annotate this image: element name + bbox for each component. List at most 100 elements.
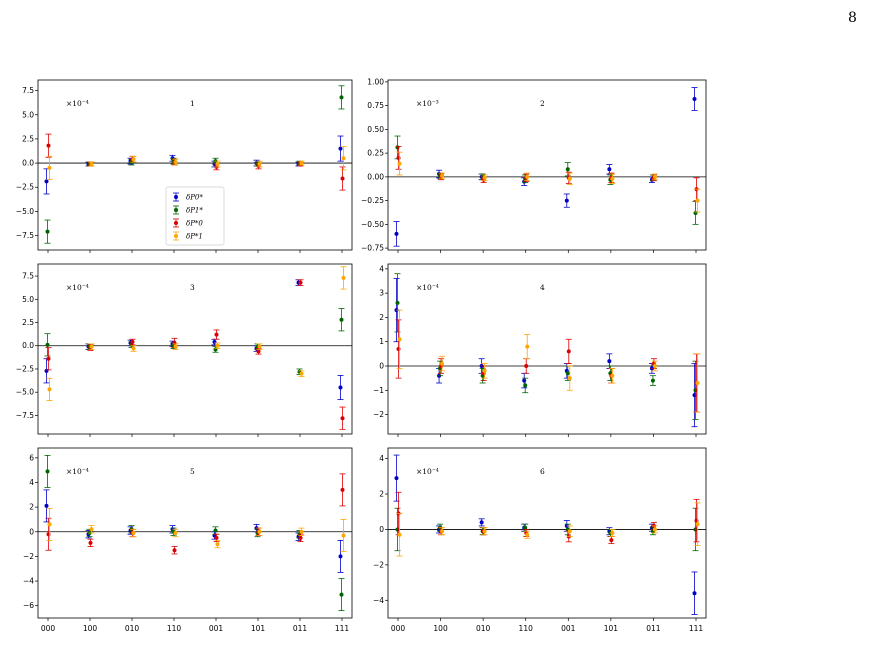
y-tick-label: 7.5	[22, 272, 34, 281]
data-point	[338, 146, 343, 151]
data-point	[46, 532, 51, 537]
x-tick-label: 011	[293, 624, 308, 633]
data-point	[341, 156, 346, 161]
panel-label: 1	[190, 99, 195, 108]
data-point	[339, 592, 344, 597]
data-point	[213, 347, 218, 352]
data-point	[257, 344, 262, 349]
data-point	[523, 525, 528, 530]
data-point	[567, 176, 572, 181]
data-point	[522, 378, 527, 383]
data-point	[44, 503, 49, 508]
y-tick-label: −0.75	[361, 244, 384, 253]
x-tick-label: 001	[209, 624, 224, 633]
y-tick-label: 5.0	[22, 295, 34, 304]
plot-frame	[387, 263, 707, 435]
data-point	[44, 179, 49, 184]
data-point	[298, 535, 303, 540]
y-tick-label: 2.5	[22, 318, 34, 327]
y-tick-label: 4	[379, 264, 384, 273]
data-point	[440, 361, 445, 366]
y-tick-label: 4	[379, 454, 384, 463]
scale-multiplier: ×10⁻⁴	[66, 99, 89, 108]
data-point	[47, 387, 52, 392]
data-point	[299, 161, 304, 166]
data-point	[212, 340, 217, 345]
data-point	[482, 368, 487, 373]
y-tick-label: 0.25	[367, 149, 384, 158]
data-point	[607, 167, 612, 172]
y-tick-label: 0.00	[367, 172, 384, 181]
y-tick-label: 2	[379, 490, 384, 499]
legend-marker-dot	[174, 208, 178, 212]
scale-multiplier: ×10⁻⁴	[416, 283, 439, 292]
data-point	[693, 388, 698, 393]
y-tick-label: 0	[29, 527, 34, 536]
data-point	[46, 356, 51, 361]
panel-6: 4 2 0 −2 −4 000 100 010 110 001 101 011 111 ×10⁻⁴ 6	[373, 447, 707, 633]
legend-entry: δP*0	[186, 220, 203, 228]
data-point	[652, 174, 657, 179]
x-tick-label: 111	[335, 624, 350, 633]
y-tick-label: 0.0	[22, 341, 34, 350]
data-point	[131, 346, 136, 351]
plot-frame	[387, 79, 707, 251]
data-point	[692, 393, 697, 398]
data-point	[652, 364, 657, 368]
y-tick-label: 0.50	[367, 125, 384, 134]
y-tick-label: 4	[29, 478, 34, 487]
y-tick-label: −0.50	[361, 220, 384, 229]
data-point	[525, 532, 530, 537]
data-point	[173, 160, 178, 165]
data-point	[215, 343, 220, 348]
data-point	[215, 162, 220, 167]
data-point	[131, 157, 136, 162]
data-point	[256, 349, 261, 354]
y-tick-label: −2.5	[16, 183, 34, 192]
y-tick-label: −5.0	[16, 388, 34, 397]
y-tick-label: 1	[379, 337, 384, 346]
panel-1: 7.55.02.50.0−2.5−5.0−7.5×10⁻⁴ 1δP0*δP1*δP…	[16, 79, 353, 253]
x-tick-label: 010	[476, 624, 491, 633]
data-point	[214, 535, 219, 540]
y-tick-label: 1.00	[367, 77, 384, 86]
data-point	[45, 469, 50, 474]
panel-label: 2	[540, 99, 545, 108]
legend-marker-dot	[174, 221, 178, 225]
data-point	[44, 368, 49, 373]
data-point	[47, 522, 52, 527]
y-tick-label: −2	[373, 560, 384, 569]
y-tick-label: 5.0	[22, 110, 34, 119]
x-tick-label: 011	[646, 624, 661, 633]
data-point	[340, 487, 345, 492]
data-point	[565, 371, 570, 376]
data-point	[172, 548, 177, 553]
legend-entry: δP1*	[186, 207, 203, 215]
data-point	[340, 176, 345, 181]
panel-label: 3	[190, 283, 195, 292]
data-point	[299, 371, 304, 376]
y-tick-label: 6	[29, 453, 34, 462]
data-point	[564, 198, 569, 203]
y-tick-label: −4	[23, 577, 34, 586]
data-point	[566, 349, 571, 354]
y-tick-label: −4	[373, 596, 384, 605]
plot-frame	[37, 263, 353, 435]
data-point	[298, 280, 303, 285]
data-point	[610, 531, 615, 535]
data-point	[567, 529, 572, 534]
data-point	[46, 143, 51, 148]
x-tick-label: 010	[125, 624, 140, 633]
data-point	[482, 529, 487, 534]
data-point	[523, 383, 528, 388]
y-tick-label: −2	[23, 552, 34, 561]
data-point	[609, 538, 614, 543]
data-point	[610, 176, 615, 181]
x-tick-label: 110	[167, 624, 182, 633]
x-tick-label: 000	[391, 624, 406, 633]
y-tick-label: −2	[373, 410, 384, 419]
data-point	[693, 210, 698, 215]
data-point	[397, 337, 402, 342]
data-point	[440, 529, 445, 534]
